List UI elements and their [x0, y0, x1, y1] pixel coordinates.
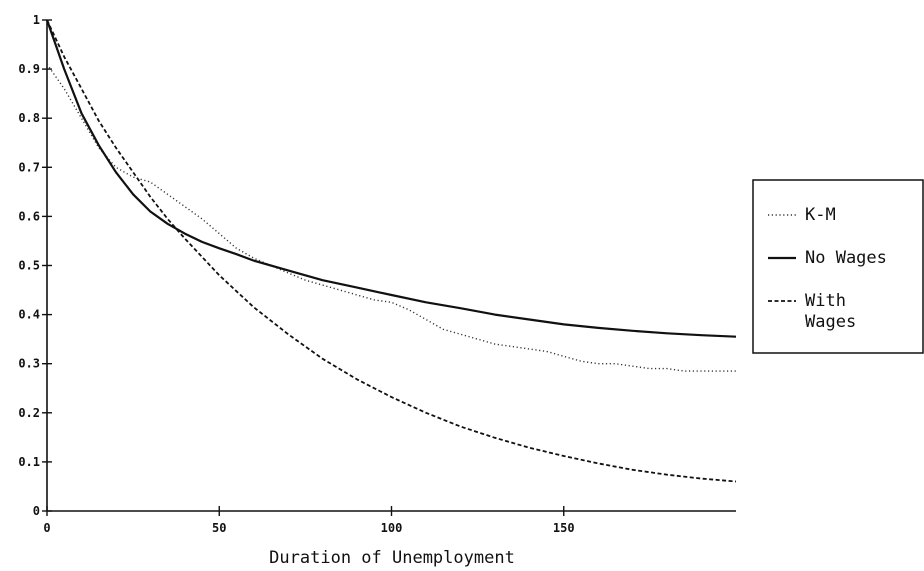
series-line-2 [46, 19, 737, 483]
y-tick-label: 0.3 [18, 357, 40, 371]
x-tick-label: 50 [212, 521, 226, 535]
y-tick-label: 0.7 [18, 160, 40, 174]
y-tick-label: 1 [33, 13, 40, 27]
y-axis: 0 0.1 0.2 0.3 0.4 0.5 0.6 0.7 0.8 0.9 1 [18, 13, 52, 518]
series-layer [45, 19, 737, 483]
x-axis: 0 50 100 150 [43, 506, 736, 535]
y-tick-label: 0.9 [18, 62, 40, 76]
x-tick-label: 100 [381, 521, 403, 535]
legend-box [752, 179, 924, 354]
series-line-1 [45, 19, 737, 338]
legend-label-0: K-M [805, 205, 836, 225]
x-tick-label: 150 [553, 521, 575, 535]
series-line-0 [46, 63, 736, 372]
legend-label-2: Wages [805, 312, 856, 332]
y-tick-label: 0 [33, 504, 40, 518]
x-tick-label: 0 [43, 521, 50, 535]
legend-label-1: No Wages [805, 248, 887, 268]
legend-label-2: With [805, 291, 846, 311]
y-tick-label: 0.5 [18, 259, 40, 273]
y-tick-label: 0.8 [18, 111, 40, 125]
y-tick-label: 0.4 [18, 308, 40, 322]
y-tick-label: 0.6 [18, 209, 40, 223]
y-tick-label: 0.1 [18, 455, 40, 469]
y-tick-label: 0.2 [18, 406, 40, 420]
x-axis-title: Duration of Unemployment [269, 548, 515, 568]
